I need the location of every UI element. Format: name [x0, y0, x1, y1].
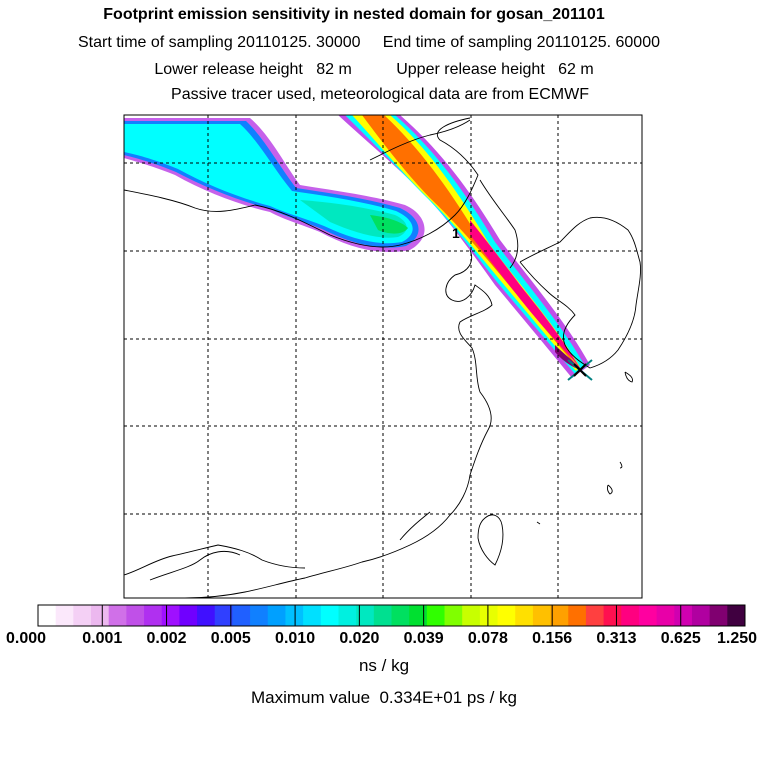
map-content: 1 — [124, 115, 642, 598]
colorbar-swatch — [462, 605, 481, 626]
colorbar-swatch — [550, 605, 569, 626]
colorbar-swatch — [250, 605, 269, 626]
colorbar-tick-label: 0.020 — [339, 630, 380, 647]
colorbar-swatch — [214, 605, 233, 626]
colorbar-swatch — [426, 605, 446, 626]
colorbar-tick-label: 0.039 — [403, 630, 444, 647]
colorbar-swatch — [126, 605, 145, 626]
colorbar-swatch — [568, 605, 587, 626]
colorbar-swatch — [303, 605, 322, 626]
plume-main-magenta — [470, 220, 580, 368]
colorbar-swatch — [285, 605, 304, 626]
colorbar-swatch — [144, 605, 163, 626]
sampling-times: Start time of sampling 20110125. 30000 E… — [77, 34, 660, 51]
colorbar-swatch — [444, 605, 463, 626]
colorbar-frame — [37, 604, 746, 627]
colorbar-swatch — [621, 605, 640, 626]
plume-main-yellow — [352, 115, 580, 371]
colorbar-swatch — [603, 605, 622, 626]
colorbar-swatch — [338, 605, 357, 626]
colorbar-swatch — [638, 605, 658, 626]
maximum-value: Maximum value 0.334E+01 ps / kg — [251, 688, 517, 707]
colorbar-swatch — [161, 605, 180, 626]
coast-inner — [479, 179, 519, 269]
border-north — [124, 117, 479, 248]
colorbar-tick-label: 0.156 — [532, 630, 573, 647]
tracer-info: Passive tracer used, meteorological data… — [171, 86, 589, 103]
colorbar-tick-label: 0.010 — [275, 630, 316, 647]
colorbar-swatch — [691, 605, 711, 626]
colorbar-swatch — [179, 605, 198, 626]
south-coast-china — [124, 544, 306, 576]
map-frame — [123, 114, 643, 599]
colorbar-tick-label: 0.000 — [5, 630, 47, 647]
colorbar-swatch — [320, 605, 339, 626]
colorbar-swatch — [267, 605, 286, 626]
colorbar-tick-label: 0.313 — [596, 630, 637, 647]
colorbar-tick-label: 1.250 — [716, 630, 758, 647]
colorbar-tick-label: 0.078 — [467, 630, 508, 647]
colorbar-swatch — [73, 605, 92, 626]
coast-bohai — [184, 249, 493, 598]
colorbar-units: ns / kg — [358, 656, 410, 675]
grid-lines — [124, 115, 642, 598]
border-ne — [369, 119, 471, 161]
colorbar-swatch — [391, 605, 410, 626]
colorbar-swatch — [356, 605, 375, 626]
colorbar-swatch — [55, 605, 74, 626]
colorbar-tick-label: 0.002 — [146, 630, 187, 647]
province-borders — [149, 511, 431, 581]
release-heights: Lower release height 82 m Upper release … — [154, 61, 594, 78]
colorbar-swatch — [674, 605, 693, 626]
plume-west-green — [370, 215, 408, 234]
japan-islands — [536, 371, 633, 525]
colorbar-swatch — [91, 605, 110, 626]
korea-coast — [519, 216, 641, 369]
colorbar-swatch — [497, 605, 516, 626]
colorbar-tick-label: 0.005 — [210, 630, 251, 647]
colorbar-swatch — [656, 605, 675, 626]
colorbar-tick-label: 0.001 — [82, 630, 123, 647]
colorbar-swatch — [373, 605, 392, 626]
colorbar-swatch — [727, 605, 746, 626]
colorbar-swatch — [515, 605, 534, 626]
colorbar-swatch — [409, 605, 428, 626]
colorbar-swatch — [197, 605, 216, 626]
taiwan — [477, 514, 504, 566]
colorbar-swatch — [585, 605, 605, 626]
colorbar-swatch — [232, 605, 251, 626]
colorbar-tick-label: 0.625 — [660, 630, 701, 647]
plume-main-orange — [362, 115, 578, 368]
station-marker-icon — [567, 359, 593, 381]
colorbar-swatch — [38, 605, 57, 626]
chart-title: Footprint emission sensitivity in nested… — [103, 6, 605, 23]
colorbar-swatch — [108, 605, 127, 626]
colorbar — [37, 604, 746, 627]
colorbar-swatch — [709, 605, 728, 626]
colorbar-swatch — [479, 605, 499, 626]
coastlines — [124, 117, 641, 598]
plume-main-dark — [555, 345, 582, 370]
colorbar-swatch — [532, 605, 552, 626]
trajectory-label: 1 — [452, 225, 460, 241]
